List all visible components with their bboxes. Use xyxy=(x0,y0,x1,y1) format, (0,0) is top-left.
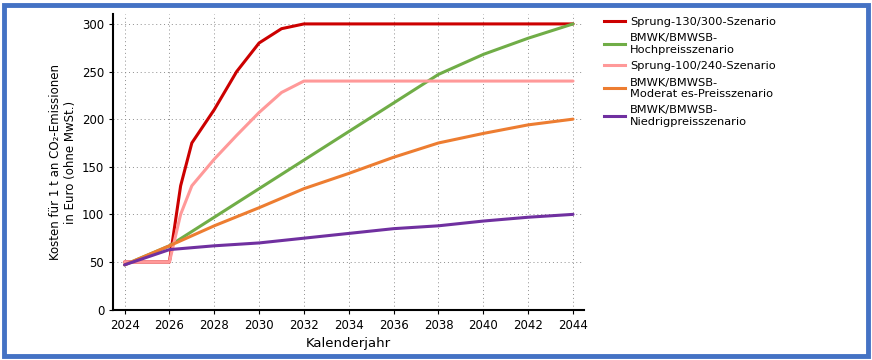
X-axis label: Kalenderjahr: Kalenderjahr xyxy=(306,337,392,350)
Y-axis label: Kosten für 1 t an CO₂-Emissionen
in Euro (ohne MwSt.): Kosten für 1 t an CO₂-Emissionen in Euro… xyxy=(49,64,77,260)
Legend: Sprung-130/300-Szenario, BMWK/BMWSB-
Hochpreisszenario, Sprung-100/240-Szenario,: Sprung-130/300-Szenario, BMWK/BMWSB- Hoc… xyxy=(604,17,776,127)
